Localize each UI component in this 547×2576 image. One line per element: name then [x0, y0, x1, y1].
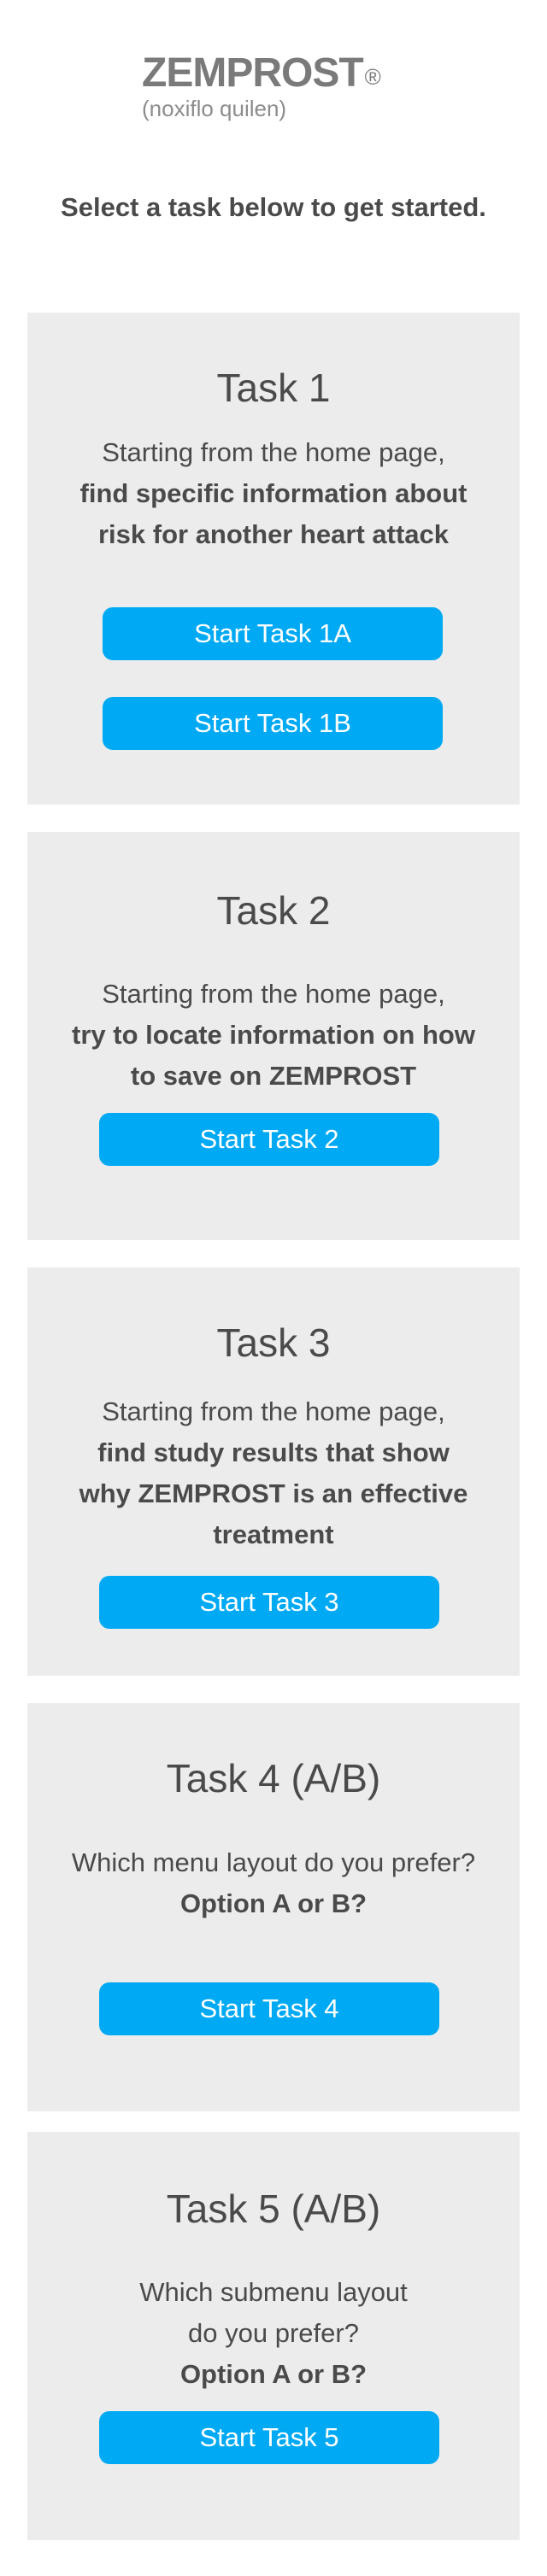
task-title: Task 5 (A/B) — [166, 2187, 381, 2231]
task-title: Task 3 — [216, 1320, 331, 1365]
task-description-line: Which menu layout do you prefer? — [71, 1847, 476, 1877]
start-task-1a-button[interactable]: Start Task 1A — [103, 607, 443, 660]
start-task-2-button[interactable]: Start Task 2 — [99, 1113, 439, 1166]
task-description-bold-line: treatment — [213, 1519, 334, 1549]
task-description-bold-line: find specific information about — [79, 478, 468, 508]
task-description-line: Starting from the home page, — [102, 1396, 445, 1426]
task-card-5: Task 5 (A/B) Which submenu layout do you… — [27, 2132, 520, 2540]
task-description: Which menu layout do you prefer? Option … — [44, 1842, 503, 1924]
start-task-3-button[interactable]: Start Task 3 — [99, 1576, 439, 1629]
brand-name: ZEMPROST® — [142, 50, 381, 96]
task-card-4: Task 4 (A/B) Which menu layout do you pr… — [27, 1703, 520, 2111]
task-title: Task 1 — [216, 366, 331, 410]
task-description: Starting from the home page, find study … — [44, 1391, 503, 1555]
task-title: Task 2 — [216, 888, 331, 933]
task-description-bold-line: Option A or B? — [179, 1888, 368, 1918]
task-card-1: Task 1 Starting from the home page, find… — [27, 313, 520, 805]
task-description: Which submenu layout do you prefer? Opti… — [44, 2272, 503, 2395]
task-card-2: Task 2 Starting from the home page, try … — [27, 832, 520, 1240]
task-description-bold-line: Option A or B? — [179, 2359, 368, 2389]
task-description-bold-line: to save on ZEMPROST — [130, 1061, 417, 1091]
task-description-bold-line: why ZEMPROST is an effective — [79, 1478, 468, 1508]
intro-heading: Select a task below to get started. — [61, 192, 486, 222]
brand-generic-name: (noxiflo quilen) — [142, 96, 287, 121]
task-description-line: Starting from the home page, — [102, 979, 445, 1009]
task-description-line: Starting from the home page, — [102, 437, 445, 467]
task-description: Starting from the home page, try to loca… — [44, 974, 503, 1097]
registered-mark: ® — [364, 64, 381, 90]
start-task-5-button[interactable]: Start Task 5 — [99, 2411, 439, 2464]
task-description-bold-line: risk for another heart attack — [97, 519, 450, 549]
task-description: Starting from the home page, find specif… — [44, 432, 503, 555]
task-description-bold-line: find study results that show — [97, 1437, 450, 1467]
brand-name-text: ZEMPROST — [142, 50, 364, 96]
task-description-line: Which submenu layout — [139, 2277, 408, 2307]
task-card-3: Task 3 Starting from the home page, find… — [27, 1268, 520, 1676]
brand-logo: ZEMPROST® (noxiflo quilen) — [142, 50, 381, 122]
start-task-4-button[interactable]: Start Task 4 — [99, 1982, 439, 2035]
start-task-1b-button[interactable]: Start Task 1B — [103, 697, 443, 750]
task-description-bold-line: try to locate information on how — [72, 1020, 475, 1050]
task-title: Task 4 (A/B) — [166, 1756, 381, 1800]
task-description-line: do you prefer? — [188, 2318, 359, 2348]
